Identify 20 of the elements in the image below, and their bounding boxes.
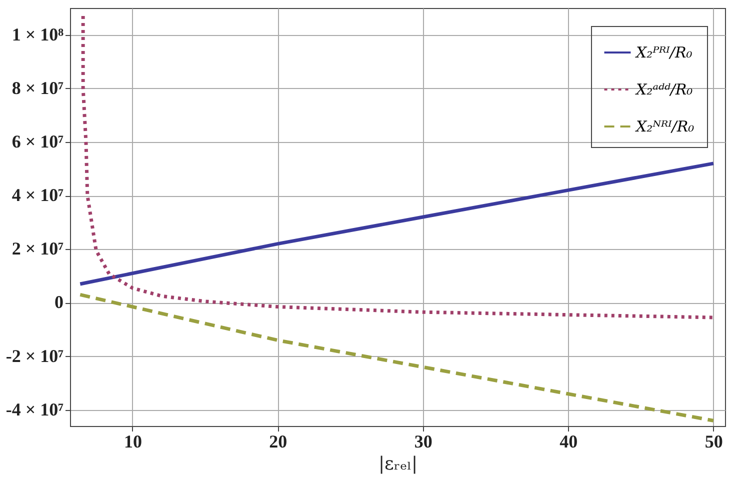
line-series	[78, 162, 716, 286]
x-tick-label: 30	[414, 432, 432, 452]
legend-label: X₂ᴾᴿᴵ/R₀	[635, 44, 692, 62]
y-tick-label: 8 × 10⁷	[12, 78, 64, 98]
line-series	[78, 292, 716, 422]
legend-label: X₂ᴺᴿᴵ/R₀	[635, 118, 694, 136]
x-tick-label: 20	[269, 432, 288, 452]
x-tick-label: 10	[124, 432, 142, 452]
line-series	[81, 14, 716, 320]
y-tick-label: -2 × 10⁷	[6, 346, 64, 366]
y-tick-label: 6 × 10⁷	[12, 131, 64, 152]
y-tick-label: 2 × 10⁷	[12, 238, 64, 259]
x-axis-title: |εᵣₑₗ|	[378, 454, 418, 474]
y-tick-label: -4 × 10⁷	[6, 399, 64, 420]
legend-label: X₂ᵃᵈᵈ/R₀	[635, 80, 693, 98]
x-tick-label: 40	[560, 432, 578, 452]
y-tick-label: 4 × 10⁷	[12, 185, 64, 206]
y-tick-label: 0	[54, 292, 64, 312]
y-tick-label: 1 × 10⁸	[12, 24, 64, 44]
x-tick-label: 50	[704, 432, 723, 452]
